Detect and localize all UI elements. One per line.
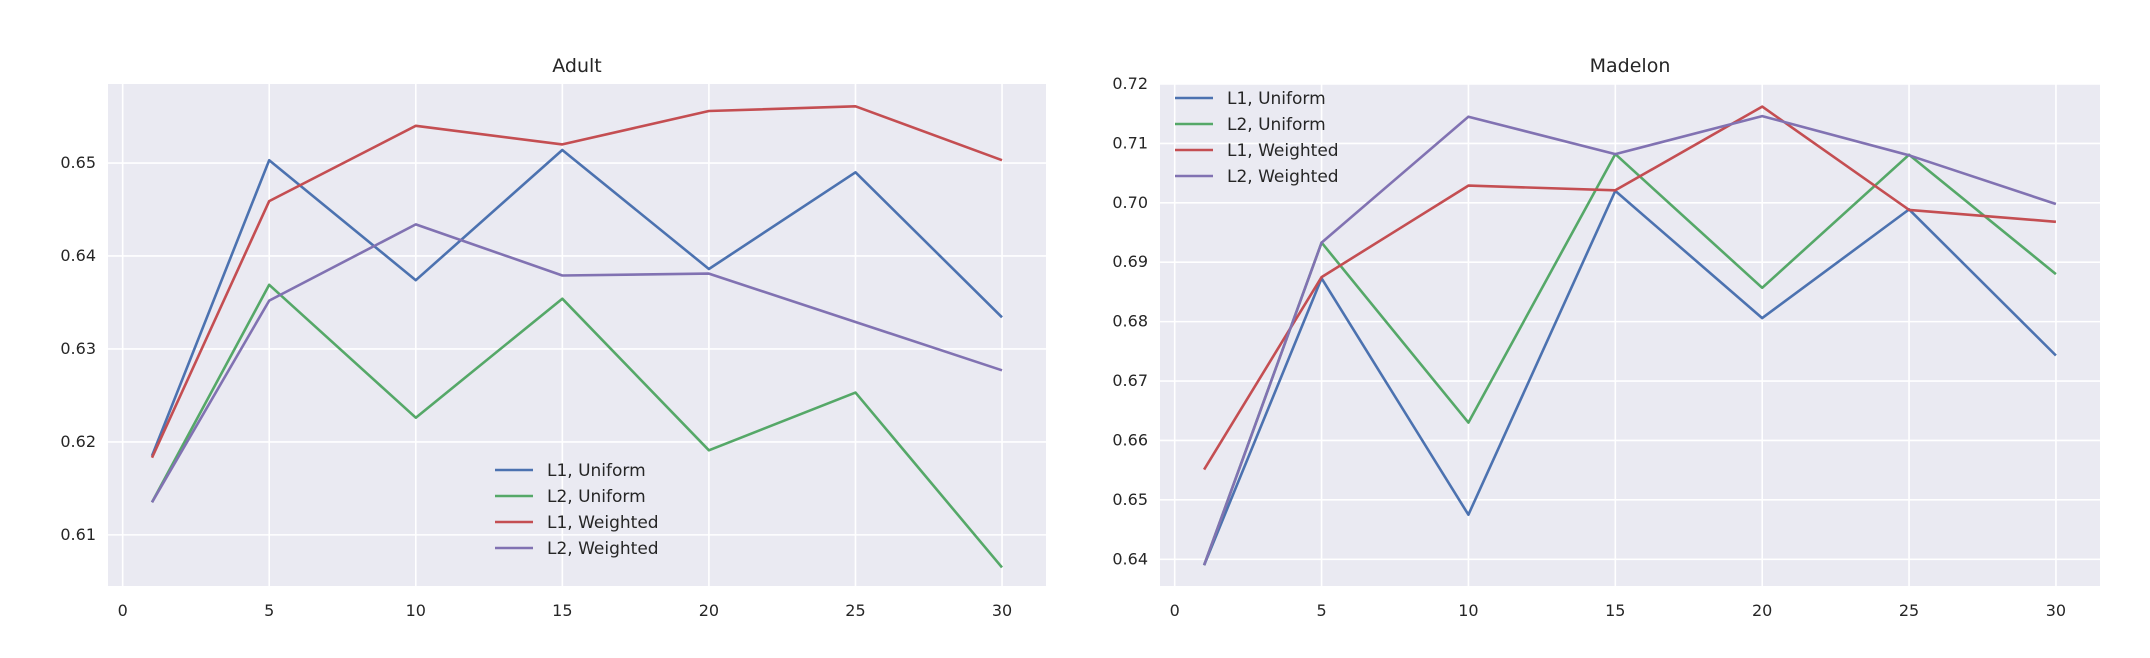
x-tick-label: 15 — [1605, 601, 1625, 620]
plot-area — [108, 84, 1046, 586]
chart-title: Madelon — [1590, 55, 1671, 77]
x-tick-label: 30 — [992, 601, 1012, 620]
x-tick-label: 5 — [1316, 601, 1326, 620]
legend-label: L1, Weighted — [1227, 141, 1339, 161]
y-tick-label: 0.67 — [1112, 371, 1148, 390]
y-tick-label: 0.61 — [60, 525, 96, 544]
legend-label: L2, Uniform — [1227, 115, 1326, 135]
legend-label: L1, Uniform — [547, 461, 646, 481]
x-tick-label: 25 — [1899, 601, 1919, 620]
chart-title: Adult — [552, 55, 602, 77]
legend-label: L2, Weighted — [547, 539, 659, 559]
x-tick-label: 20 — [699, 601, 719, 620]
x-tick-label: 25 — [845, 601, 865, 620]
y-tick-label: 0.63 — [60, 339, 96, 358]
chart-panel-1: 0 5 10 15 20 25 30 0.61 0.62 0.63 0.64 0.65 Adult L1,… — [60, 55, 1046, 620]
series-line-3 — [150, 105, 1003, 459]
y-tick-label: 0.69 — [1112, 252, 1148, 271]
y-tick-label: 0.70 — [1112, 193, 1148, 212]
series-line-4 — [150, 223, 1003, 503]
series-line-3 — [1202, 105, 2057, 471]
series-line-4 — [1202, 114, 2057, 566]
x-tick-label: 30 — [2046, 601, 2066, 620]
x-tick-label: 15 — [552, 601, 572, 620]
x-tick-label: 0 — [1170, 601, 1180, 620]
x-tick-label: 10 — [1458, 601, 1478, 620]
y-tick-label: 0.66 — [1112, 430, 1148, 449]
series-line-2 — [150, 283, 1003, 569]
y-tick-label: 0.65 — [1112, 490, 1148, 509]
y-tick-label: 0.65 — [60, 153, 96, 172]
x-tick-label: 5 — [264, 601, 274, 620]
series-line-1 — [150, 148, 1003, 457]
legend-label: L2, Uniform — [547, 487, 646, 507]
y-tick-label: 0.62 — [60, 432, 96, 451]
chart-panel-2: 0 5 10 15 20 25 30 0.64 0.65 0.66 0.67 0.68 0.69 0.70… — [1112, 55, 2100, 620]
x-tick-label: 20 — [1752, 601, 1772, 620]
legend-label: L2, Weighted — [1227, 167, 1339, 187]
y-tick-label: 0.71 — [1112, 133, 1148, 152]
legend-label: L1, Uniform — [1227, 89, 1326, 109]
legend: L1, Uniform L2, Uniform L1, Weighted L2, We… — [495, 461, 659, 559]
legend: L1, Uniform L2, Uniform L1, Weighted L2, We… — [1175, 89, 1339, 187]
y-tick-label: 0.72 — [1112, 74, 1148, 93]
legend-label: L1, Weighted — [547, 513, 659, 533]
y-tick-label: 0.64 — [1112, 549, 1148, 568]
y-tick-label: 0.68 — [1112, 312, 1148, 331]
x-tick-label: 0 — [118, 601, 128, 620]
y-tick-label: 0.64 — [60, 246, 96, 265]
x-tick-label: 10 — [406, 601, 426, 620]
